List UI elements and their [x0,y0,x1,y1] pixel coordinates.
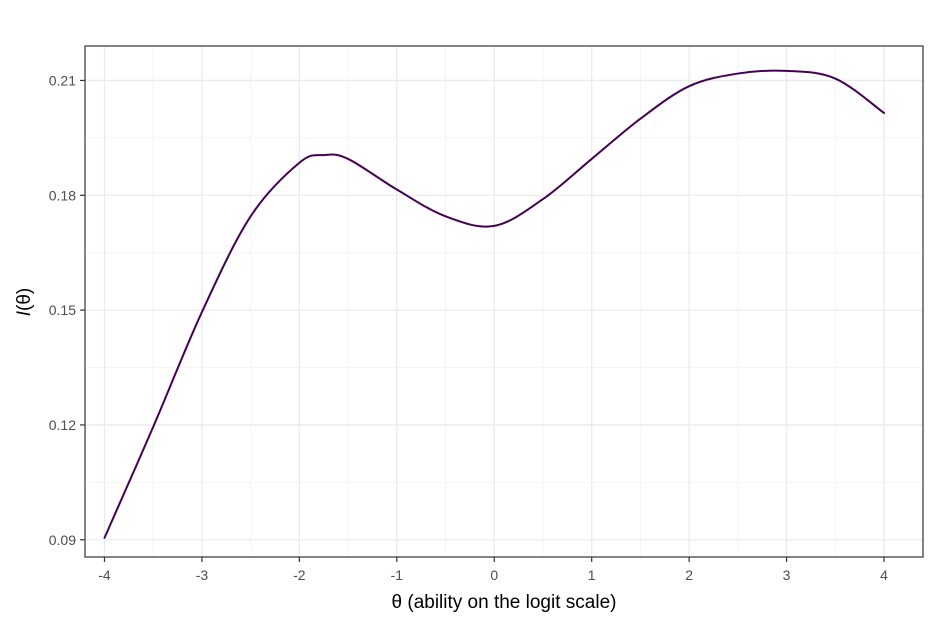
y-tick-label: 0.18 [49,187,76,203]
minor-gridlines [85,46,923,557]
x-tick-label: 0 [490,567,498,583]
panel-border [84,45,924,558]
y-axis-ticks: 0.09 0.12 0.15 0.18 0.21 [49,72,85,548]
x-axis-title: θ (ability on the logit scale) [392,592,617,613]
series-line [103,69,886,539]
x-tick-label: -1 [391,567,404,583]
x-tick-label: -2 [293,567,306,583]
x-tick-label: 2 [685,567,693,583]
x-tick-label: 1 [588,567,596,583]
y-axis-title-italic: I [14,310,35,316]
y-tick-label: 0.09 [49,532,76,548]
x-tick-label: -4 [98,567,111,583]
major-gridlines [85,46,923,557]
y-tick-label: 0.12 [49,417,76,433]
x-tick-label: 4 [880,567,888,583]
y-tick-label: 0.15 [49,302,76,318]
x-tick-label: -3 [196,567,209,583]
y-tick-label: 0.21 [49,72,76,88]
y-axis-title-rest: (θ) [14,288,35,311]
series-layer [103,69,886,539]
y-axis-title: I(θ) [14,288,35,317]
x-axis-ticks: -4 -3 -2 -1 0 1 2 3 4 [98,557,888,583]
x-tick-label: 3 [783,567,791,583]
